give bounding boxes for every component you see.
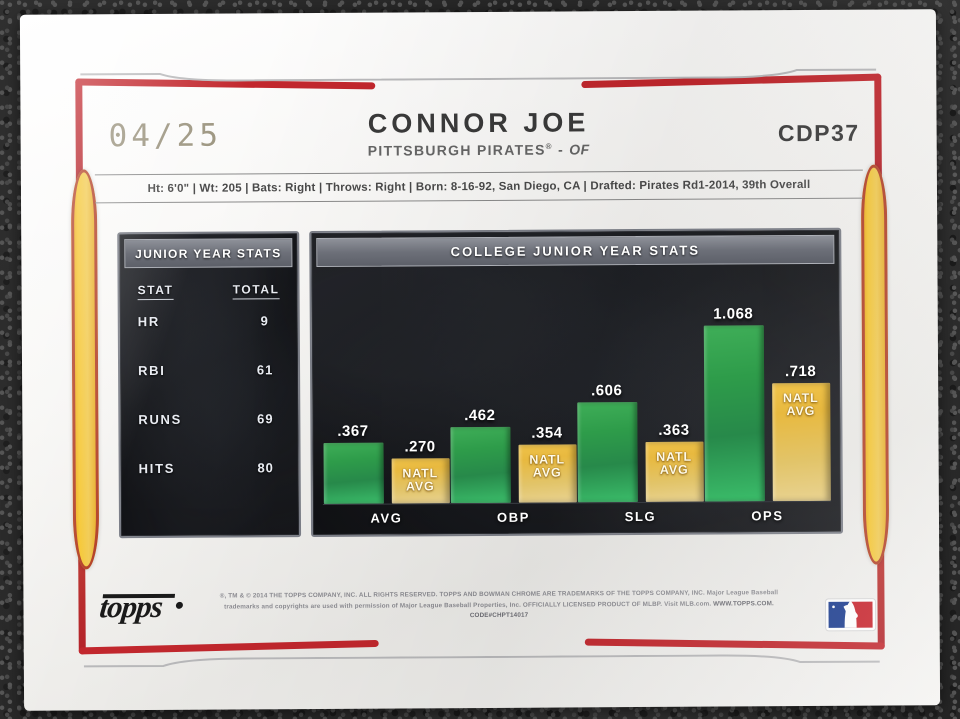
- player-bar-wrap-slg: .606: [576, 270, 638, 503]
- stats-bar-chart: .367 .270 NATL AVG: [321, 269, 831, 504]
- stat-value: 61: [256, 362, 274, 378]
- junior-year-stats-panel: JUNIOR YEAR STATS STAT TOTAL HR 9 RBI 61…: [117, 231, 302, 539]
- player-bar-wrap-avg: .367: [322, 272, 384, 504]
- player-vitals: Ht: 6'0" | Wt: 205 | Bats: Right | Throw…: [94, 169, 864, 204]
- axis-label-obp: OBP: [496, 509, 530, 525]
- column-header-stat: STAT: [137, 282, 174, 301]
- natl-bar-wrap-slg: .363 NATL AVG: [644, 270, 704, 502]
- topps-logo: topps: [98, 589, 184, 625]
- player-bar-slg: [576, 402, 638, 503]
- table-row: HITS 80: [139, 460, 281, 476]
- table-row: RBI 61: [138, 362, 280, 378]
- player-position: OF: [569, 141, 590, 158]
- mlb-logo-icon: [824, 598, 877, 632]
- junior-stats-table: STAT TOTAL HR 9 RBI 61 RUNS 69 HITS 80: [119, 272, 298, 476]
- team-name: PITTSBURGH PIRATES: [367, 141, 546, 159]
- table-row: RUNS 69: [138, 411, 280, 427]
- axis-label-ops: OPS: [751, 507, 784, 523]
- natl-bar-obp: NATL AVG: [518, 444, 577, 503]
- bar-group-ops: 1.068 .718 NATL AVG: [703, 269, 831, 502]
- bar-value-label: .606: [591, 382, 623, 400]
- gold-accent-left: [70, 169, 100, 570]
- stat-name: RUNS: [138, 411, 183, 428]
- stat-name: HITS: [138, 460, 176, 477]
- junior-stats-title: JUNIOR YEAR STATS: [124, 238, 293, 269]
- natl-bar-avg: NATL AVG: [391, 458, 450, 504]
- natl-avg-caption: NATL AVG: [529, 452, 565, 480]
- stats-panels: JUNIOR YEAR STATS STAT TOTAL HR 9 RBI 61…: [117, 227, 844, 539]
- natl-avg-caption: NATL AVG: [782, 390, 819, 418]
- natl-bar-wrap-ops: .718 NATL AVG: [771, 269, 831, 502]
- frame-red-top-left: [75, 78, 376, 90]
- stat-name: HR: [137, 313, 160, 330]
- college-stats-chart-panel: COLLEGE JUNIOR YEAR STATS .367 .270 NATL…: [309, 227, 844, 538]
- bar-group-obp: .462 .354 NATL AVG: [449, 270, 577, 504]
- bar-group-slg: .606 .363 NATL AVG: [576, 270, 704, 503]
- player-bar-ops: [703, 325, 765, 502]
- legal-line-1: ®, TM & © 2014 THE TOPPS COMPANY, INC. A…: [219, 590, 616, 600]
- chart-axis-labels: AVG OBP SLG OPS: [322, 500, 832, 531]
- natl-bar-wrap-obp: .354 NATL AVG: [517, 270, 577, 503]
- player-bar-obp: [449, 426, 511, 504]
- natl-bar-wrap-avg: .270 NATL AVG: [390, 271, 450, 504]
- stat-name: RBI: [138, 362, 166, 379]
- bar-value-label: .363: [658, 421, 690, 440]
- bar-value-label: .367: [337, 423, 369, 441]
- player-bar-wrap-obp: .462: [449, 271, 511, 504]
- bar-group-avg: .367 .270 NATL AVG: [322, 271, 450, 504]
- baseball-card-back: 04/25 CONNOR JOE PITTSBURGH PIRATES® - O…: [19, 9, 941, 711]
- axis-label-avg: AVG: [370, 509, 403, 526]
- player-bar-avg: [323, 443, 384, 504]
- natl-bar-slg: NATL AVG: [645, 441, 704, 502]
- card-footer: topps ®, TM & © 2014 THE TOPPS COMPANY, …: [23, 583, 939, 659]
- stat-value: 69: [257, 411, 274, 427]
- frame-red-top-right: [581, 73, 882, 89]
- natl-bar-ops: NATL AVG: [771, 382, 831, 502]
- axis-label-slg: SLG: [624, 508, 657, 524]
- stat-value: 9: [260, 313, 269, 329]
- natl-avg-caption: NATL AVG: [402, 466, 439, 494]
- gold-accent-right: [860, 164, 890, 565]
- legal-line-3: Properties, Inc. OFFICIALLY LICENSED PRO…: [473, 600, 712, 609]
- legal-text: ®, TM & © 2014 THE TOPPS COMPANY, INC. A…: [213, 588, 784, 623]
- card-number: CDP37: [777, 119, 860, 147]
- bar-value-label: .354: [531, 424, 563, 442]
- table-header-row: STAT TOTAL: [137, 282, 280, 301]
- stat-value: 80: [257, 460, 274, 476]
- natl-avg-caption: NATL AVG: [656, 449, 692, 478]
- bar-value-label: .270: [404, 438, 436, 456]
- college-stats-title: COLLEGE JUNIOR YEAR STATS: [316, 234, 835, 267]
- column-header-total: TOTAL: [232, 282, 280, 300]
- bar-value-label: .718: [784, 362, 817, 380]
- player-bar-wrap-ops: 1.068: [703, 269, 765, 502]
- table-row: HR 9: [138, 313, 280, 329]
- bar-value-label: .462: [464, 406, 496, 424]
- bar-value-label: 1.068: [713, 305, 754, 323]
